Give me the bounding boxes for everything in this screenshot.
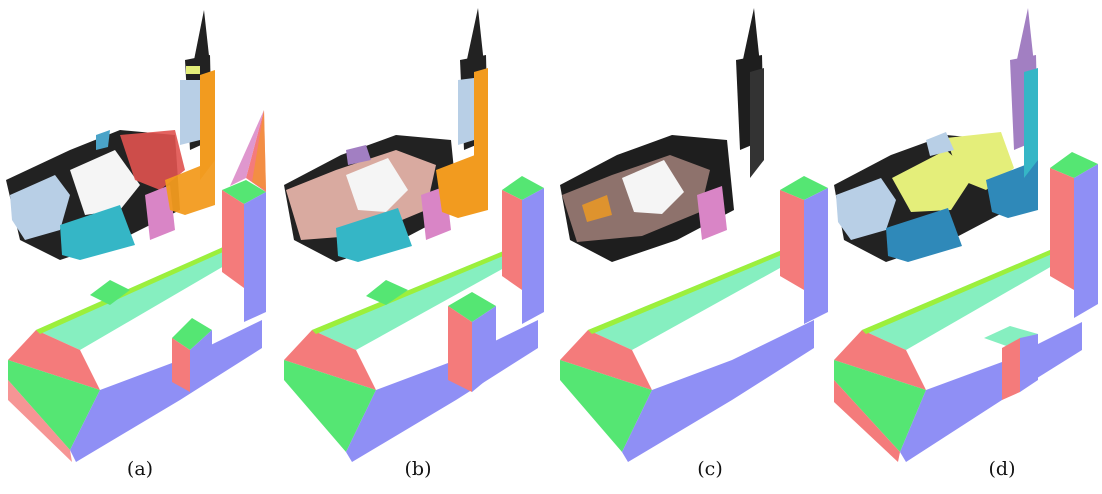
panel-c-figure — [560, 8, 828, 462]
panel-a: (a) — [0, 0, 276, 494]
model-b — [284, 176, 544, 462]
panel-d-figure — [834, 8, 1098, 462]
panel-d: (d) — [826, 0, 1102, 494]
point-cloud-b — [284, 8, 488, 262]
caption-d: (d) — [988, 458, 1016, 480]
panel-b-figure — [284, 8, 544, 462]
model-a — [8, 110, 266, 462]
caption-c: (c) — [697, 458, 723, 480]
panel-b: (b) — [276, 0, 552, 494]
caption-a: (a) — [126, 458, 154, 480]
panel-a-figure — [6, 10, 266, 462]
point-cloud-a — [6, 10, 215, 260]
point-cloud-c — [560, 8, 764, 262]
point-cloud-d — [834, 8, 1038, 262]
caption-b: (b) — [404, 458, 432, 480]
model-c — [560, 176, 828, 462]
panel-c: (c) — [552, 0, 828, 494]
model-d — [834, 152, 1098, 462]
